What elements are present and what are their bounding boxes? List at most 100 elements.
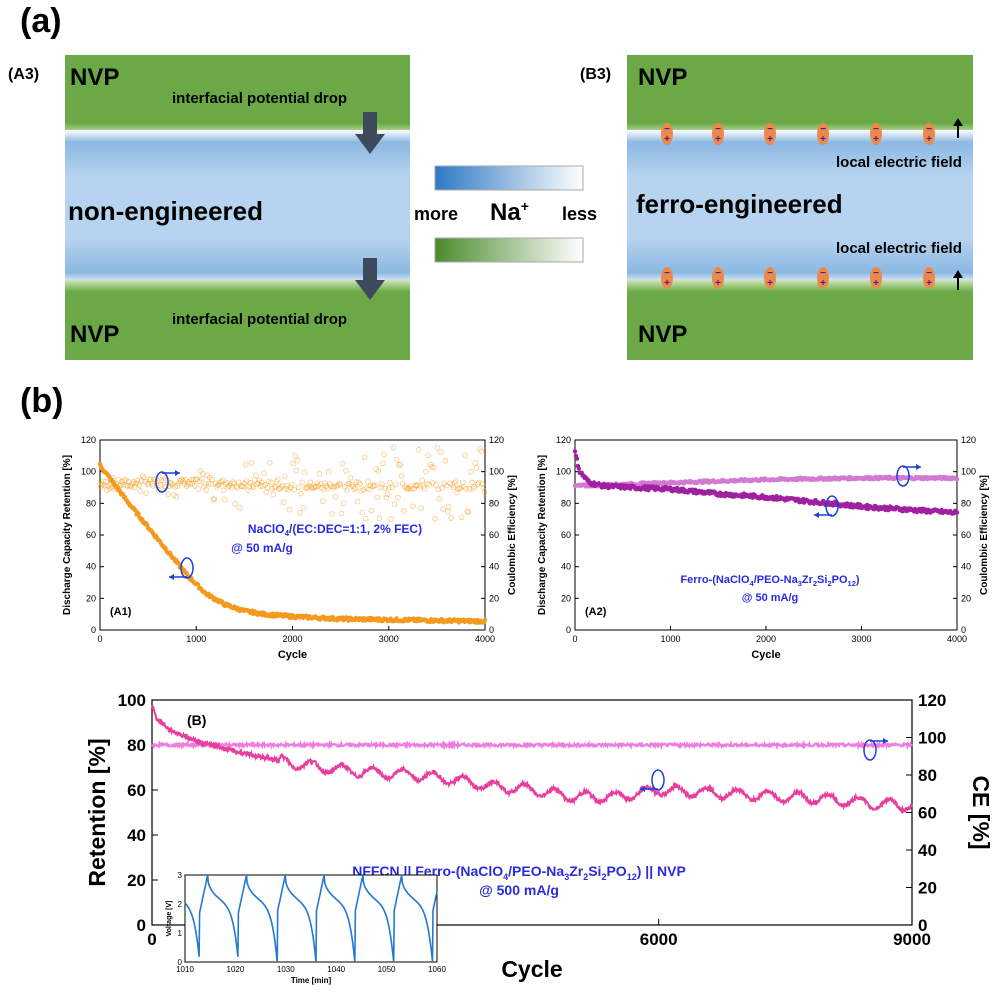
ce-point (165, 491, 171, 497)
ce-point (198, 476, 205, 482)
ce-point (469, 479, 475, 486)
inset-y-label: Voltage [V] (166, 900, 173, 936)
ce-point (344, 487, 350, 493)
legend-less: less (562, 204, 598, 224)
ce-point (337, 481, 344, 488)
ce-point (467, 468, 474, 475)
ce-point (297, 509, 303, 516)
y-right-tick-label: 100 (961, 467, 976, 477)
inset-x-tick-label: 1060 (428, 965, 446, 974)
x-tick-label: 2000 (282, 634, 302, 644)
ce-point (240, 483, 247, 490)
annotation-line2: @ 500 mA/g (479, 882, 559, 898)
x-tick-label: 4000 (947, 634, 967, 644)
down-arrow-icon (355, 258, 385, 300)
ce-point (376, 515, 383, 521)
b3-field-bottom: local electric field (836, 240, 962, 257)
b3-nvp-top (627, 55, 973, 135)
dipole-minus-sign: − (664, 268, 670, 279)
ce-point (420, 483, 427, 489)
ce-point (454, 489, 460, 496)
y-tick-label: 60 (561, 530, 571, 540)
b3-electrolyte (627, 130, 973, 285)
ce-point (481, 489, 488, 496)
dipole-row-top: −+−+−+−+−+−+ (661, 123, 935, 145)
ce-point (191, 483, 198, 489)
y-tick-label: 0 (566, 625, 571, 635)
axis-indicator-circle (825, 495, 839, 517)
ce-point (395, 494, 401, 501)
up-arrow-icon (953, 270, 963, 290)
dipole-minus-sign: − (926, 268, 932, 279)
inset-y-tick-label: 2 (178, 900, 183, 909)
y-right-tick-label: 120 (961, 435, 976, 445)
ce-point (440, 506, 446, 512)
b3-nvp-bottom-label: NVP (638, 321, 688, 348)
y-right-tick-label: 60 (918, 804, 937, 823)
y-tick-label: 80 (127, 736, 146, 755)
y-tick-label: 80 (561, 498, 571, 508)
x-tick-label: 0 (147, 930, 156, 949)
y-right-axis-label: Coulombic Efficiency [%] (507, 475, 518, 595)
ce-point (357, 481, 363, 487)
dipole-ellipse (712, 267, 724, 289)
ce-point (409, 486, 415, 492)
y-tick-label: 60 (86, 530, 96, 540)
ce-point (221, 496, 228, 503)
axis-indicator-arrowhead (175, 470, 180, 476)
dipole-ellipse (817, 123, 829, 145)
y-right-tick-label: 60 (961, 530, 971, 540)
ce-point (426, 481, 432, 488)
ce-point (457, 484, 464, 491)
inset-x-label: Time [min] (291, 976, 332, 985)
dipole-plus-sign: + (767, 278, 773, 289)
x-tick-label: 1000 (660, 634, 680, 644)
dipole-minus-sign: − (767, 268, 773, 279)
inset-y-tick-label: 0 (178, 958, 183, 967)
x-axis-label: Cycle (278, 649, 307, 661)
ce-point (372, 482, 378, 489)
ce-point (301, 469, 308, 476)
ce-point (413, 483, 420, 489)
retention-point (954, 510, 960, 515)
retention-point (572, 449, 578, 454)
dipole-plus-sign: + (873, 134, 879, 145)
ce-point (390, 444, 397, 451)
ce-point (456, 485, 463, 492)
annotation-line1: Ferro-(NaClO4/PEO-Na3Zr2Si2PO12) (680, 574, 859, 588)
ce-point (398, 473, 405, 479)
a3-tag: (A3) (8, 66, 40, 83)
ce-point (195, 486, 201, 492)
ce-point (433, 482, 439, 488)
ce-point (141, 474, 147, 481)
y-right-tick-label: 120 (489, 435, 504, 445)
ce-point (448, 515, 454, 521)
ce-point (476, 479, 482, 486)
ce-point (316, 470, 323, 477)
ce-point (202, 481, 208, 487)
retention-line (151, 704, 913, 815)
ce-point (388, 516, 394, 522)
ce-point (338, 510, 345, 517)
y-right-axis-label: CE [%] (968, 775, 994, 849)
ce-point (480, 484, 487, 490)
annotation-line1: NaClO4/(EC:DEC=1:1, 2% FEC) (248, 522, 422, 538)
ce-point (478, 448, 484, 455)
x-tick-label: 0 (97, 634, 102, 644)
inset-frame (184, 874, 438, 963)
inset-y-tick-label: 1 (178, 929, 183, 938)
ce-point (331, 483, 338, 490)
ce-point (397, 461, 404, 468)
dipole-plus-sign: + (664, 278, 670, 289)
ce-point (464, 508, 471, 515)
y-right-tick-label: 80 (489, 498, 499, 508)
y-right-axis-label: Coulombic Efficiency [%] (979, 475, 990, 595)
ce-point (343, 467, 349, 474)
ce-point (330, 484, 337, 491)
dipole-minus-sign: − (664, 124, 670, 135)
ce-point (122, 477, 129, 484)
ce-point (295, 484, 302, 491)
ce-point (348, 482, 355, 488)
legend-green-bar (434, 237, 584, 263)
ce-point (325, 468, 332, 475)
